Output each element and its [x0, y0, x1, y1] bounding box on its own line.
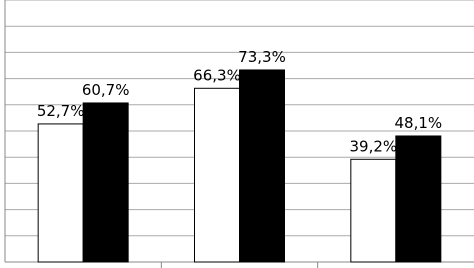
- bar: [194, 87, 240, 263]
- bar: [82, 102, 129, 263]
- bar: [350, 158, 397, 263]
- bar: [239, 69, 285, 263]
- data-label: 60,7%: [82, 81, 130, 99]
- data-label: 52,7%: [37, 102, 85, 120]
- data-label: 48,1%: [395, 114, 443, 132]
- bar: [395, 135, 442, 263]
- data-label: 39,2%: [350, 137, 398, 155]
- bar: [37, 123, 84, 263]
- data-label: 66,3%: [193, 66, 241, 84]
- data-label: 73,3%: [238, 48, 286, 66]
